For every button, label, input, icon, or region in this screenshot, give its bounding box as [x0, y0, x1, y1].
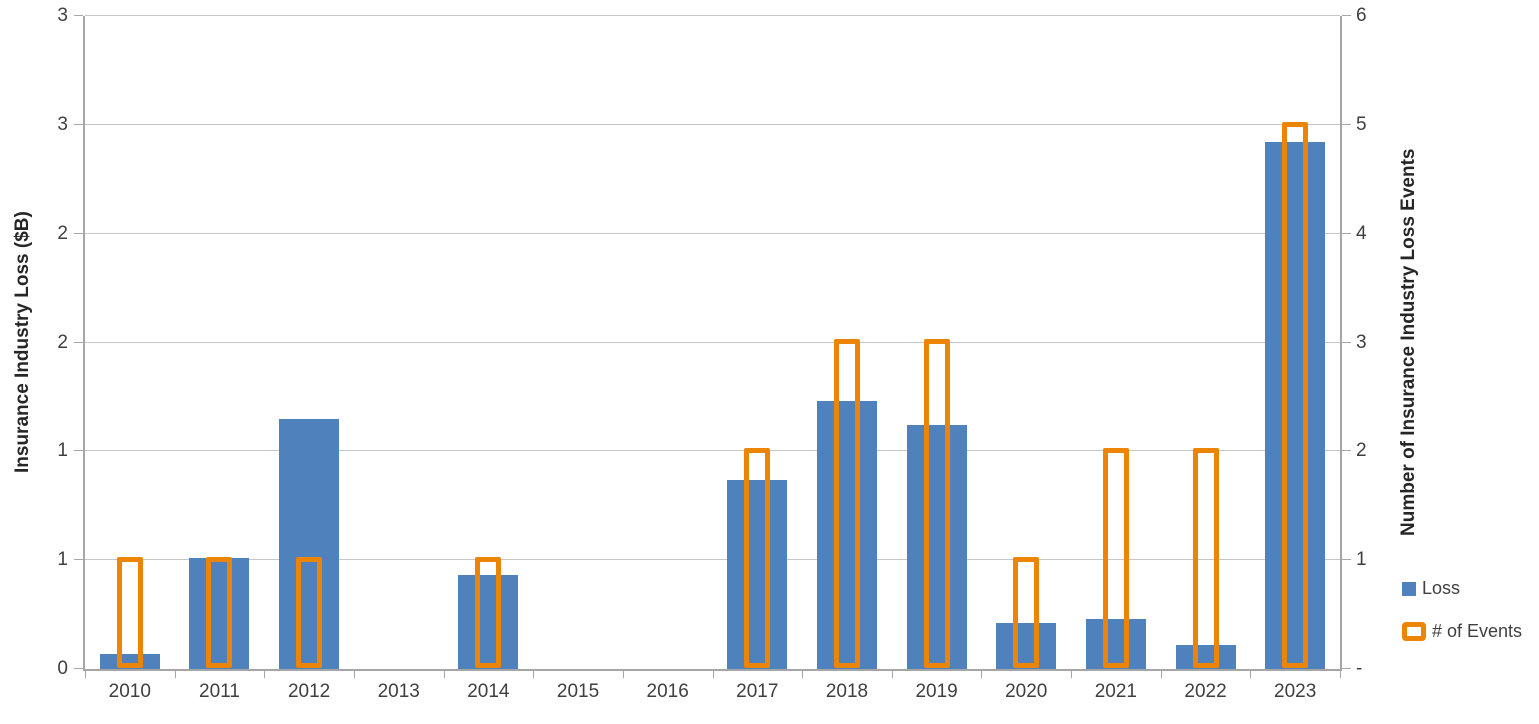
loss-bar — [279, 419, 339, 669]
y-axis-label-right: 3 — [1356, 331, 1367, 353]
y-axis-label-right: 2 — [1356, 440, 1367, 462]
x-axis-line — [83, 669, 1342, 671]
legend-label-events: # of Events — [1432, 621, 1523, 641]
y-axis-label-right: - — [1356, 658, 1363, 679]
left-axis-tick — [74, 668, 83, 669]
right-axis-tick — [1342, 341, 1351, 343]
x-axis-tick — [533, 671, 534, 678]
loss-bar — [458, 575, 518, 669]
events-legend-marker-icon — [1402, 622, 1426, 641]
y-axis-label-left: 1 — [57, 440, 68, 462]
x-axis-tick — [1071, 671, 1072, 678]
gridline — [85, 232, 1340, 234]
left-axis-tick — [74, 232, 83, 234]
y-axis-label-left: 1 — [57, 549, 68, 571]
x-axis-label: 2021 — [1094, 681, 1138, 702]
left-axis-tick — [74, 123, 83, 125]
events-bar — [296, 557, 322, 668]
left-axis-tick — [74, 450, 83, 452]
y-axis-label-left: 0 — [57, 658, 68, 679]
loss-bar — [1086, 619, 1146, 669]
legend-label-loss: Loss — [1422, 578, 1461, 598]
events-bar — [475, 557, 501, 668]
gridline — [85, 341, 1340, 343]
x-axis-label: 2015 — [556, 681, 600, 702]
right-axis-line — [1340, 16, 1342, 669]
loss-bar — [817, 401, 877, 669]
x-axis-tick — [354, 671, 355, 678]
y-axis-label-right: 4 — [1356, 222, 1367, 244]
left-axis-line — [83, 16, 85, 669]
legend-item-loss: Loss — [1402, 578, 1522, 599]
gridline — [85, 15, 1340, 16]
x-axis-label: 2023 — [1274, 681, 1317, 702]
x-axis-label: 2019 — [915, 681, 958, 702]
events-bar — [924, 339, 950, 668]
right-axis-tick — [1342, 15, 1351, 16]
x-axis-tick — [623, 671, 624, 678]
events-bar — [117, 557, 143, 668]
gridline — [85, 559, 1340, 561]
x-axis-tick — [802, 671, 803, 678]
loss-bar — [100, 654, 160, 669]
x-axis-tick — [85, 671, 86, 678]
events-bar — [1193, 448, 1219, 668]
x-axis-tick — [981, 671, 982, 678]
x-axis-label: 2010 — [108, 681, 151, 702]
events-bar — [206, 557, 232, 668]
x-axis-label: 2020 — [1005, 681, 1048, 702]
x-axis-label: 2016 — [646, 681, 689, 702]
y-axis-label-left: 3 — [57, 113, 68, 135]
y-axis-label-right: 5 — [1356, 113, 1367, 135]
x-axis-tick — [713, 671, 714, 678]
x-axis-label: 2013 — [377, 681, 420, 702]
loss-bar — [907, 425, 967, 669]
x-axis-tick — [1250, 671, 1251, 678]
loss-bar — [727, 480, 787, 669]
x-axis-tick — [1340, 671, 1341, 678]
right-axis-tick — [1342, 123, 1351, 125]
x-axis-tick — [892, 671, 893, 678]
left-axis-tick — [74, 15, 83, 16]
x-axis-tick — [175, 671, 176, 678]
events-bar — [744, 448, 770, 668]
x-axis-label: 2011 — [199, 681, 240, 702]
events-bar — [1103, 448, 1129, 668]
y-axis-label-left: 3 — [57, 5, 68, 26]
x-axis-label: 2014 — [467, 681, 510, 702]
plot-area — [74, 15, 1351, 678]
right-axis-title: Number of Insurance Industry Loss Events — [1398, 148, 1419, 537]
loss-bar — [996, 623, 1056, 669]
right-axis-tick — [1342, 559, 1351, 561]
x-axis-label: 2018 — [825, 681, 869, 702]
y-axis-label-right: 1 — [1356, 549, 1367, 571]
x-axis-tick — [264, 671, 265, 678]
x-axis-label: 2017 — [736, 681, 779, 702]
events-bar — [1282, 122, 1308, 668]
y-axis-label-right: 6 — [1356, 5, 1367, 26]
right-axis-tick — [1342, 450, 1351, 452]
x-axis-label: 2022 — [1184, 681, 1227, 702]
left-axis-tick — [74, 559, 83, 561]
legend-item-events: # of Events — [1402, 621, 1522, 642]
loss-legend-marker-icon — [1402, 581, 1416, 596]
gridline — [85, 450, 1340, 452]
right-axis-tick — [1342, 668, 1351, 669]
legend: Loss # of Events — [1402, 578, 1522, 664]
events-bar — [1013, 557, 1039, 668]
gridline — [85, 123, 1340, 125]
x-axis-label: 2012 — [287, 681, 331, 702]
y-axis-label-left: 2 — [57, 222, 68, 244]
right-axis-tick — [1342, 232, 1351, 234]
left-axis-tick — [74, 341, 83, 343]
loss-bar — [189, 558, 249, 669]
loss-bar — [1265, 142, 1325, 669]
y-axis-label-left: 2 — [57, 331, 68, 353]
x-axis-tick — [444, 671, 445, 678]
events-bar — [834, 339, 860, 668]
x-axis-tick — [1161, 671, 1162, 678]
